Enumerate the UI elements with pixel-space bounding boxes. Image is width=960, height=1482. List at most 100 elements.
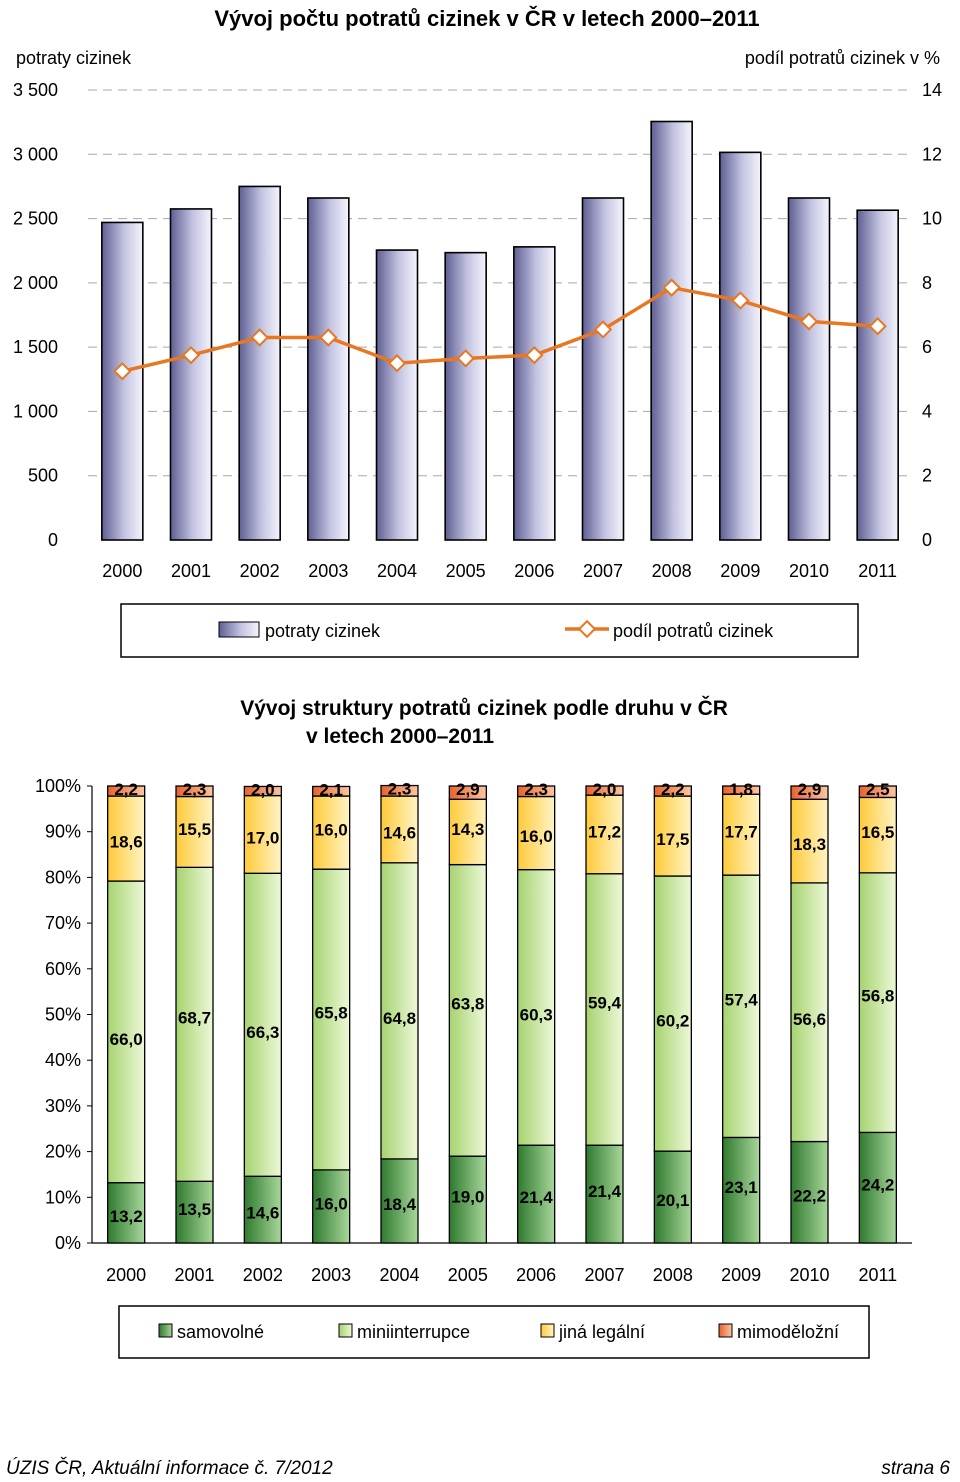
chart1-bar [719, 151, 762, 541]
footer-source: ÚZIS ČR, Aktuální informace č. 7/2012 [6, 1458, 333, 1479]
chart2-x-tick-label: 2001 [174, 1265, 214, 1285]
chart2-bar-segment [312, 785, 351, 797]
chart2-bar-segment [653, 875, 692, 1152]
chart2-x-tick-label: 2004 [379, 1265, 419, 1285]
chart1-bar [787, 197, 831, 541]
chart2-data-label: 14,6 [383, 823, 416, 842]
chart1-y-tick-label: 3 000 [13, 144, 58, 164]
chart2-y-tick-label: 100% [35, 776, 81, 796]
chart2-y-tick-label: 0% [55, 1233, 81, 1253]
chart2-legend-label: jiná legální [558, 1322, 645, 1342]
chart2-x-ticks: 2000 2001 2002 2003 2004 2005 2006 2007 2008 2009… [106, 1265, 897, 1285]
chart1-y-ticks: 0 500 1 000 1 500 2 000 2 500 3 000 3 500 [13, 80, 58, 550]
chart2-data-label: 18,3 [793, 835, 826, 854]
chart2-bar-segment [790, 785, 829, 800]
chart2-data-label: 2,5 [866, 780, 890, 799]
chart2-x-tick-label: 2007 [584, 1265, 624, 1285]
chart2-bar-segment [380, 1158, 419, 1244]
chart1-line-marker [799, 312, 819, 331]
chart1-y2-tick-label: 0 [922, 530, 932, 550]
chart2-data-label: 15,5 [178, 820, 211, 839]
chart1-y2-tick-label: 14 [922, 80, 942, 100]
chart1-y-tick-label: 1 000 [13, 401, 58, 421]
chart1-title: Vývoj počtu potratů cizinek v ČR v letec… [214, 6, 759, 31]
chart2-bar-segment [722, 793, 761, 876]
chart2-title: Vývoj struktury potratů cizinek podle dr… [240, 696, 734, 748]
chart1-y-tick-label: 3 500 [13, 80, 58, 100]
chart2-y-tick-label: 70% [45, 913, 81, 933]
chart1-line-marker [456, 349, 475, 368]
chart1-line-marker [181, 345, 201, 365]
chart2-bar-segment [107, 880, 146, 1184]
chart2-y-ticks: 0% 10% 20% 30% 40% 50% 60% 70% 80% 90% 100% [35, 776, 912, 1253]
chart1-y-axis-label: potraty cizinek [16, 48, 132, 68]
chart1-y2-tick-label: 6 [922, 337, 932, 357]
chart2-bar-segment [312, 1169, 351, 1244]
chart2-data-label: 65,8 [315, 1004, 348, 1023]
chart1-bar [581, 197, 625, 541]
chart2-data-label: 22,2 [793, 1186, 826, 1205]
footer-page-number: strana 6 [881, 1458, 950, 1479]
chart2-bar-segment [722, 1136, 761, 1244]
chart2-bar-segment [448, 798, 487, 866]
chart2-data-label: 18,6 [110, 833, 143, 852]
chart2-data-label: 2,1 [319, 780, 343, 799]
chart1-y-tick-label: 500 [28, 466, 58, 486]
chart2-data-label: 13,5 [178, 1200, 211, 1219]
chart2-data-label: 56,6 [793, 1010, 826, 1029]
chart2-data-label: 66,3 [246, 1023, 279, 1042]
chart2-title-line-1: Vývoj struktury potratů cizinek podle dr… [240, 696, 728, 720]
chart2-legend-label: samovolné [177, 1322, 264, 1342]
chart1-bar [856, 209, 899, 541]
chart1-y2-tick-label: 12 [922, 144, 942, 164]
chart2-data-label: 2,3 [183, 780, 207, 799]
chart2-bar-segment [858, 1131, 897, 1244]
chart2-y-tick-label: 90% [45, 822, 81, 842]
chart1-line-marker [387, 354, 407, 373]
chart2-bar-segment [243, 785, 282, 797]
chart2-bar-segment [858, 785, 897, 799]
chart2-data-label: 60,2 [656, 1012, 689, 1031]
chart2-x-tick-label: 2009 [721, 1265, 761, 1285]
chart2-x-tick-label: 2003 [311, 1265, 351, 1285]
chart1-legend-label-line: podíl potratů cizinek [613, 621, 774, 641]
chart1-line-marker [662, 278, 681, 297]
chart2-legend-label: mimoděložní [737, 1322, 839, 1342]
chart2-bar-segment [380, 784, 419, 797]
chart1-gridlines [88, 89, 912, 477]
chart2-data-label: 2,2 [114, 780, 138, 799]
chart2-data-label: 66,0 [110, 1030, 143, 1049]
chart2-bar-segment [517, 785, 556, 798]
chart2-stacked-bars [107, 784, 897, 1244]
chart1-x-tick-label: 2001 [171, 561, 211, 581]
chart2-bar-segment [243, 794, 282, 874]
chart1-line-series [113, 278, 887, 381]
chart2-bar-segment [448, 785, 487, 800]
chart2-x-tick-label: 2005 [448, 1265, 488, 1285]
chart2-data-label: 2,3 [388, 780, 412, 799]
chart2-data-label: 56,8 [861, 987, 894, 1006]
chart1-y2-tick-label: 4 [922, 401, 932, 421]
chart2-legend-swatch [338, 1323, 353, 1338]
chart2-bar-segment [722, 874, 761, 1139]
chart2-data-label: 1,8 [729, 780, 753, 799]
chart2-y-tick-label: 30% [45, 1096, 81, 1116]
chart2-x-tick-label: 2002 [243, 1265, 283, 1285]
chart2-y-tick-label: 20% [45, 1142, 81, 1162]
chart2-legend-swatch [158, 1323, 173, 1338]
chart2-bar-segment [175, 785, 214, 798]
chart1-y2-tick-label: 2 [922, 466, 932, 486]
chart1-y-tick-label: 0 [48, 530, 58, 550]
chart2-data-label: 21,4 [588, 1182, 622, 1201]
chart2-data-label: 24,2 [861, 1176, 894, 1195]
chart1-x-tick-label: 2007 [583, 561, 623, 581]
chart1-x-tick-label: 2005 [446, 561, 486, 581]
chart1-y-tick-label: 2 000 [13, 273, 58, 293]
chart1-x-tick-label: 2004 [377, 561, 417, 581]
chart1-bar [513, 246, 556, 541]
chart2-y-tick-label: 10% [45, 1187, 81, 1207]
chart2-y-tick-label: 80% [45, 867, 81, 887]
chart2-x-tick-label: 2011 [858, 1265, 897, 1285]
chart2-bar-segment [312, 795, 351, 870]
chart2-data-label: 16,0 [315, 821, 348, 840]
